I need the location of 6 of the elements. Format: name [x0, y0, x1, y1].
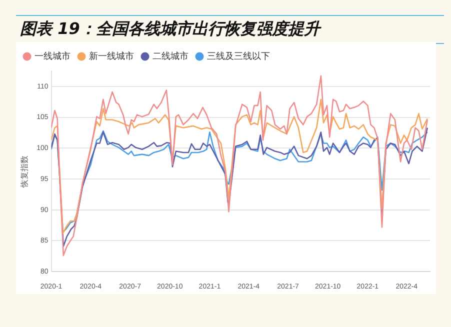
legend-label: 一线城市: [34, 50, 70, 61]
legend-label: 二线城市: [152, 50, 188, 61]
chart-title: 图表 19：全国各线城市出行恢复强度提升: [16, 15, 444, 44]
legend-label: 三线及三线以下: [207, 50, 270, 61]
legend-label: 新一线城市: [89, 50, 134, 61]
y-axis-title: 恢复指数: [20, 155, 30, 188]
